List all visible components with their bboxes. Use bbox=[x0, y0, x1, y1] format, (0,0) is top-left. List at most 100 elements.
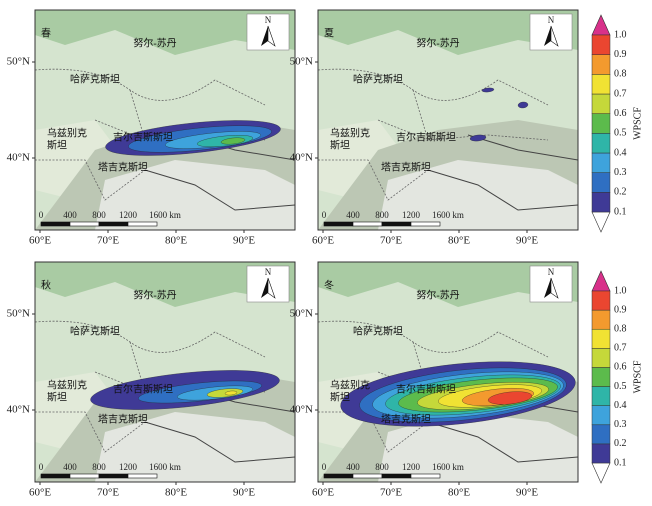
wpscf-contour bbox=[481, 87, 495, 93]
x-axis-label: 80°E bbox=[448, 235, 470, 247]
x-axis-label: 90°E bbox=[516, 487, 538, 499]
place-label: 塔吉克斯坦 bbox=[381, 160, 431, 173]
colorbar-label: WPSCF bbox=[632, 360, 643, 393]
x-axis-label: 90°E bbox=[233, 235, 255, 247]
colorbar-tick-label: 0.2 bbox=[614, 187, 627, 198]
north-label: N bbox=[265, 15, 272, 25]
north-arrow bbox=[261, 26, 268, 46]
colorbar-tick-label: 0.9 bbox=[614, 304, 627, 315]
wpscf-contour bbox=[224, 390, 238, 396]
wpscf-contour bbox=[487, 391, 533, 405]
x-axis-label: 70°E bbox=[97, 235, 119, 247]
forest bbox=[35, 10, 295, 55]
steppe bbox=[318, 120, 408, 200]
place-label: 斯坦 bbox=[330, 390, 350, 403]
scale-label: 1200 bbox=[119, 462, 138, 472]
scale-label: 0 bbox=[322, 462, 327, 472]
highlands bbox=[378, 160, 578, 230]
scale-label: 1600 km bbox=[149, 462, 181, 472]
colorbar-segment bbox=[591, 424, 611, 445]
colorbar-tick-label: 0.7 bbox=[614, 343, 627, 354]
colorbar-segment bbox=[591, 133, 611, 154]
place-label: 乌兹别克 bbox=[330, 378, 370, 391]
map-body bbox=[318, 262, 578, 482]
colorbar-segment bbox=[591, 192, 611, 213]
place-label: 斯坦 bbox=[330, 138, 350, 151]
colorbar-segment bbox=[591, 386, 611, 406]
y-axis-label: 50°N bbox=[7, 56, 30, 68]
scale-segment bbox=[69, 473, 100, 479]
scale-label: 0 bbox=[39, 462, 44, 472]
place-label: 努尔-苏丹 bbox=[416, 36, 459, 49]
y-axis-label: 40°N bbox=[290, 404, 313, 416]
place-label: 斯坦 bbox=[47, 138, 67, 151]
place-label: 哈萨克斯坦 bbox=[70, 72, 120, 85]
north-arrow bbox=[544, 26, 551, 46]
colorbar-tick-label: 0.5 bbox=[614, 381, 627, 392]
y-axis-label: 50°N bbox=[290, 308, 313, 320]
x-axis-label: 70°E bbox=[97, 487, 119, 499]
place-label: 吉尔吉斯斯坦 bbox=[396, 130, 456, 143]
scale-label: 1600 km bbox=[432, 210, 464, 220]
scale-label: 1200 bbox=[402, 210, 421, 220]
colorbar: 0.1 0.2 0.3 0.4 0.5 0.6 0.7 0.8 0.9 1.0 WPSCF bbox=[591, 270, 643, 484]
colorbar-tick-label: 0.1 bbox=[614, 206, 627, 217]
colorbar-segment bbox=[591, 93, 611, 114]
x-axis-label: 90°E bbox=[233, 487, 255, 499]
place-label: 努尔-苏丹 bbox=[133, 36, 176, 49]
scale-label: 400 bbox=[63, 210, 77, 220]
place-label: 乌兹别克 bbox=[47, 126, 87, 139]
colorbar-segment bbox=[591, 113, 611, 134]
scale-segment bbox=[381, 473, 412, 479]
scale-segment bbox=[98, 473, 129, 479]
scale-segment bbox=[381, 221, 412, 227]
colorbar-over bbox=[591, 270, 611, 292]
x-axis-label: 60°E bbox=[29, 235, 51, 247]
y-axis-label: 40°N bbox=[290, 152, 313, 164]
colorbar-tick-label: 0.2 bbox=[614, 438, 627, 449]
place-label: 吉尔吉斯斯坦 bbox=[113, 382, 173, 395]
colorbar-label: WPSCF bbox=[632, 107, 643, 140]
scale-label: 0 bbox=[322, 210, 327, 220]
colorbar-segment bbox=[591, 367, 611, 387]
place-label: 乌兹别克 bbox=[47, 378, 87, 391]
x-axis-label: 80°E bbox=[448, 487, 470, 499]
place-label: 乌兹别克 bbox=[330, 126, 370, 139]
colorbar-tick-label: 0.6 bbox=[614, 108, 627, 119]
colorbar-tick-label: 0.5 bbox=[614, 128, 627, 139]
colorbar-segment bbox=[591, 172, 611, 193]
colorbar-tick-label: 0.9 bbox=[614, 49, 627, 60]
scale-label: 800 bbox=[92, 210, 106, 220]
place-label: 哈萨克斯坦 bbox=[353, 72, 403, 85]
scale-label: 400 bbox=[63, 462, 77, 472]
colorbar-segment bbox=[591, 405, 611, 426]
scale-segment bbox=[410, 473, 441, 479]
colorbar-segment bbox=[591, 152, 611, 173]
season-label: 春 bbox=[41, 27, 51, 39]
scale-segment bbox=[352, 473, 383, 479]
panel-frame bbox=[317, 261, 579, 483]
colorbar-segment bbox=[591, 443, 611, 464]
forest bbox=[318, 10, 578, 55]
highlands bbox=[378, 412, 578, 482]
border bbox=[318, 68, 549, 201]
colorbar-tick-label: 0.3 bbox=[614, 167, 627, 178]
north-arrow bbox=[544, 278, 551, 298]
colorbar-segment bbox=[591, 54, 611, 75]
season-label: 夏 bbox=[324, 27, 334, 39]
colorbar-tick-label: 0.8 bbox=[614, 324, 627, 335]
scale-label: 800 bbox=[92, 462, 106, 472]
x-axis-label: 60°E bbox=[312, 235, 334, 247]
colorbar-segment bbox=[591, 34, 611, 55]
y-axis-label: 50°N bbox=[7, 308, 30, 320]
colorbar: 0.1 0.2 0.3 0.4 0.5 0.6 0.7 0.8 0.9 1.0 WPSCF bbox=[591, 14, 643, 233]
scale-segment bbox=[127, 221, 158, 227]
colorbar-over bbox=[591, 14, 611, 36]
scale-segment bbox=[323, 473, 354, 479]
highlands bbox=[95, 160, 295, 230]
scale-segment bbox=[40, 221, 71, 227]
y-axis-label: 50°N bbox=[290, 56, 313, 68]
colorbar-tick-label: 1.0 bbox=[614, 29, 627, 40]
